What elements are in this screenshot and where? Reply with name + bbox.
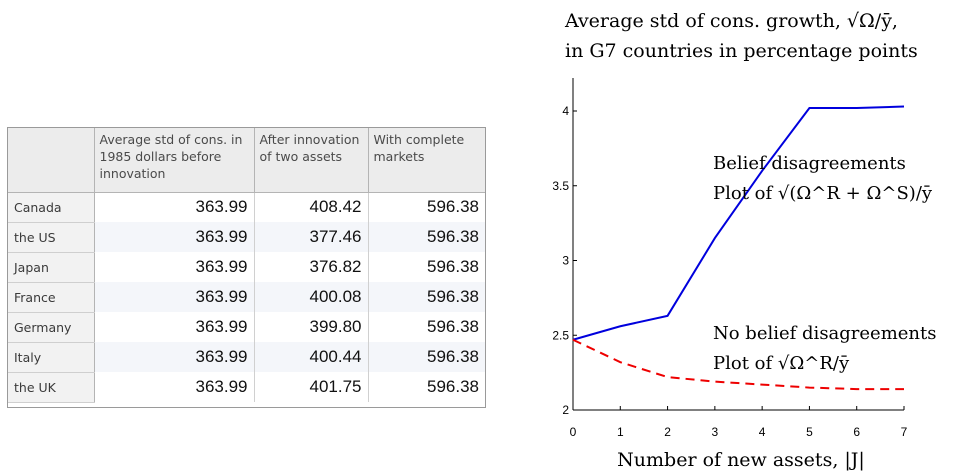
series-no-belief-disagreements-line — [572, 338, 904, 391]
cell-before-innovation[interactable]: 363.99 — [94, 372, 255, 402]
row-country-cell[interactable]: Japan — [8, 252, 95, 283]
row-country-cell[interactable]: the US — [8, 222, 95, 253]
y-tick-label: 3.5 — [552, 179, 569, 193]
annotation-belief-disagreements: Belief disagreements Plot of √(Ω^R + Ω^S)… — [713, 153, 933, 204]
x-tick-label: 2 — [664, 425, 671, 439]
chart-title: Average std of cons. growth, √Ω/ȳ, in G7… — [565, 6, 918, 66]
table-row[interactable]: Italy 363.99 400.44 596.38 — [8, 342, 485, 373]
row-country-cell[interactable]: Germany — [8, 312, 95, 343]
cell-complete-markets[interactable]: 596.38 — [368, 282, 485, 312]
x-tick-label: 3 — [712, 425, 719, 439]
y-tick-label: 2 — [562, 403, 569, 417]
table-row[interactable]: the US 363.99 377.46 596.38 — [8, 222, 485, 253]
chart-axes — [572, 78, 904, 411]
cell-before-innovation[interactable]: 363.99 — [94, 252, 255, 282]
cell-complete-markets[interactable]: 596.38 — [427, 257, 479, 276]
x-tick-label: 5 — [806, 425, 813, 439]
cell-before-innovation[interactable]: 363.99 — [94, 282, 255, 312]
row-country-cell[interactable]: the UK — [8, 372, 95, 403]
cell-before-innovation[interactable]: 363.99 — [94, 222, 255, 252]
annotation-label: Belief disagreements — [713, 153, 906, 174]
table-row[interactable]: the UK 363.99 401.75 596.38 — [8, 372, 485, 403]
x-tick-label: 1 — [617, 425, 624, 439]
y-tick-label: 2.5 — [552, 328, 569, 342]
cell-complete-markets[interactable]: 596.38 — [427, 377, 479, 396]
cell-two-assets[interactable]: 401.75 — [254, 372, 369, 402]
row-country-cell[interactable]: Italy — [8, 342, 95, 373]
annotation-label: No belief disagreements — [713, 323, 937, 344]
cell-two-assets[interactable]: 408.42 — [254, 192, 369, 222]
x-tick-label: 6 — [853, 425, 860, 439]
chart-annotations: Belief disagreements Plot of √(Ω^R + Ω^S)… — [713, 153, 937, 374]
cell-complete-markets[interactable]: 596.38 — [368, 342, 485, 372]
series-belief-disagreements-line — [572, 105, 905, 341]
row-country-cell[interactable]: France — [8, 282, 95, 313]
cell-before-innovation[interactable]: 363.99 — [94, 342, 255, 372]
y-tick-label: 4 — [562, 104, 569, 118]
table-row[interactable]: France 363.99 400.08 596.38 — [8, 282, 485, 313]
row-country-cell[interactable]: Canada — [8, 192, 95, 223]
cell-before-innovation[interactable]: 363.99 — [94, 192, 255, 222]
table-row[interactable]: Germany 363.99 399.80 596.38 — [8, 312, 485, 343]
table-header-row: Average std of cons. in 1985 dollars bef… — [8, 128, 485, 193]
header-before-innovation[interactable]: Average std of cons. in 1985 dollars bef… — [94, 128, 255, 193]
cell-before-innovation[interactable]: 363.99 — [94, 312, 255, 342]
cell-two-assets[interactable]: 399.80 — [254, 312, 369, 342]
annotation-formula: Plot of √(Ω^R + Ω^S)/ȳ — [713, 183, 933, 204]
chart-ticks: 0 1 2 3 4 5 6 7 2 2.5 3 3.5 4 — [552, 104, 907, 439]
annotation-no-belief-disagreements: No belief disagreements Plot of √Ω^R/ȳ — [713, 323, 937, 374]
cell-two-assets[interactable]: 400.08 — [254, 282, 369, 312]
header-complete-markets[interactable]: With complete markets — [368, 128, 485, 193]
table-row[interactable]: Japan 363.99 376.82 596.38 — [8, 252, 485, 283]
header-two-assets[interactable]: After innovation of two assets — [254, 128, 369, 193]
cell-complete-markets[interactable]: 596.38 — [427, 317, 479, 336]
cell-complete-markets[interactable]: 596.38 — [427, 197, 479, 217]
chart-title-line2: in G7 countries in percentage points — [565, 40, 918, 62]
chart-title-line1: Average std of cons. growth, √Ω/ȳ, — [565, 10, 898, 32]
y-tick-label: 3 — [562, 254, 569, 268]
data-table-panel: Average std of cons. in 1985 dollars bef… — [7, 127, 486, 408]
cell-complete-markets[interactable]: 596.38 — [368, 222, 485, 252]
cell-two-assets[interactable]: 377.46 — [254, 222, 369, 252]
cell-two-assets[interactable]: 400.44 — [254, 342, 369, 372]
table-row[interactable]: Canada 363.99 408.42 596.38 — [8, 192, 485, 223]
annotation-formula: Plot of √Ω^R/ȳ — [713, 353, 850, 374]
x-tick-label: 4 — [759, 425, 766, 439]
x-tick-label: 0 — [570, 425, 577, 439]
data-table: Average std of cons. in 1985 dollars bef… — [8, 128, 485, 403]
x-tick-label: 7 — [901, 425, 908, 439]
cell-two-assets[interactable]: 376.82 — [254, 252, 369, 282]
chart-lines — [572, 105, 905, 391]
header-corner-cell[interactable] — [8, 128, 95, 193]
x-axis-label: Number of new assets, |J| — [617, 449, 865, 471]
